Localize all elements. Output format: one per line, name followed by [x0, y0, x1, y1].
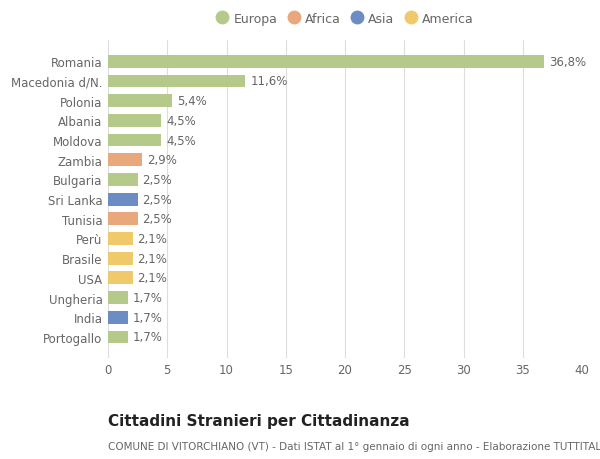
Text: 2,5%: 2,5% — [142, 213, 172, 226]
Bar — [108, 174, 137, 186]
Bar — [108, 75, 245, 88]
Text: COMUNE DI VITORCHIANO (VT) - Dati ISTAT al 1° gennaio di ogni anno - Elaborazion: COMUNE DI VITORCHIANO (VT) - Dati ISTAT … — [108, 441, 600, 451]
Bar — [108, 56, 544, 68]
Bar — [108, 252, 133, 265]
Text: 2,5%: 2,5% — [142, 174, 172, 186]
Text: 11,6%: 11,6% — [250, 75, 287, 88]
Text: 2,1%: 2,1% — [137, 252, 167, 265]
Text: 36,8%: 36,8% — [549, 56, 586, 68]
Text: 2,5%: 2,5% — [142, 193, 172, 206]
Bar — [108, 291, 128, 304]
Bar — [108, 233, 133, 246]
Bar — [108, 193, 137, 206]
Text: 4,5%: 4,5% — [166, 115, 196, 128]
Legend: Europa, Africa, Asia, America: Europa, Africa, Asia, America — [216, 13, 474, 26]
Bar — [108, 311, 128, 324]
Bar — [108, 115, 161, 128]
Bar — [108, 154, 142, 167]
Text: 5,4%: 5,4% — [177, 95, 206, 108]
Text: 1,7%: 1,7% — [133, 331, 163, 344]
Bar — [108, 272, 133, 285]
Bar — [108, 134, 161, 147]
Text: 2,1%: 2,1% — [137, 233, 167, 246]
Text: 1,7%: 1,7% — [133, 311, 163, 324]
Text: 1,7%: 1,7% — [133, 291, 163, 304]
Text: Cittadini Stranieri per Cittadinanza: Cittadini Stranieri per Cittadinanza — [108, 413, 410, 428]
Text: 2,1%: 2,1% — [137, 272, 167, 285]
Text: 2,9%: 2,9% — [147, 154, 177, 167]
Bar — [108, 331, 128, 344]
Bar — [108, 213, 137, 226]
Bar — [108, 95, 172, 108]
Text: 4,5%: 4,5% — [166, 134, 196, 147]
